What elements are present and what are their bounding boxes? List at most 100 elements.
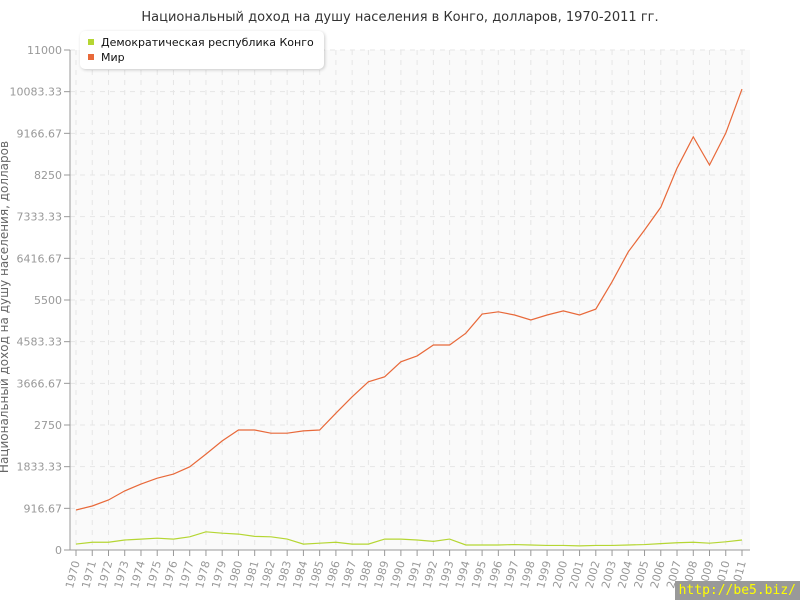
data-point <box>724 540 727 543</box>
data-point <box>432 344 435 347</box>
data-point <box>659 542 662 545</box>
y-tick-label: 4583.33 <box>17 336 63 349</box>
data-point <box>497 310 500 313</box>
data-point <box>286 432 289 435</box>
y-tick-label: 5500 <box>34 294 62 307</box>
data-point <box>578 314 581 317</box>
data-point <box>659 206 662 209</box>
data-point <box>91 541 94 544</box>
data-point <box>172 473 175 476</box>
data-point <box>643 229 646 232</box>
data-point <box>643 543 646 546</box>
data-point <box>139 538 142 541</box>
data-point <box>286 538 289 541</box>
data-point <box>107 541 110 544</box>
data-point <box>334 541 337 544</box>
data-point <box>627 250 630 253</box>
y-tick-label: 6416.67 <box>17 252 63 265</box>
data-point <box>464 332 467 335</box>
data-point <box>139 483 142 486</box>
data-point <box>75 543 78 546</box>
data-point <box>416 354 419 357</box>
data-point <box>741 539 744 542</box>
data-point <box>416 539 419 542</box>
data-point <box>204 530 207 533</box>
data-point <box>676 541 679 544</box>
data-point <box>237 533 240 536</box>
legend-item-world[interactable]: Мир <box>88 51 125 65</box>
data-point <box>383 375 386 378</box>
legend-item-congo[interactable]: Демократическая республика Конго <box>88 36 314 50</box>
data-point <box>334 412 337 415</box>
data-point <box>302 543 305 546</box>
legend: Демократическая республика Конго Мир <box>80 31 324 69</box>
data-point <box>562 309 565 312</box>
legend-label: Демократическая республика Конго <box>101 36 314 49</box>
legend-swatch <box>88 54 94 60</box>
y-tick-label: 10083.33 <box>10 86 63 99</box>
data-point <box>383 538 386 541</box>
y-tick-label: 0 <box>55 544 62 557</box>
data-point <box>546 544 549 547</box>
data-point <box>302 429 305 432</box>
data-point <box>448 344 451 347</box>
data-point <box>269 535 272 538</box>
data-point <box>513 314 516 317</box>
watermark[interactable]: http://be5.biz/ <box>674 581 800 600</box>
data-point <box>578 544 581 547</box>
data-point <box>529 544 532 547</box>
data-point <box>627 544 630 547</box>
data-point <box>724 132 727 135</box>
y-tick-label: 916.67 <box>24 502 63 515</box>
data-point <box>513 543 516 546</box>
data-point <box>594 544 597 547</box>
data-point <box>367 380 370 383</box>
data-point <box>432 540 435 543</box>
data-point <box>75 509 78 512</box>
data-point <box>464 544 467 547</box>
data-point <box>481 544 484 547</box>
data-point <box>562 544 565 547</box>
legend-label: Мир <box>101 51 125 64</box>
data-point <box>318 429 321 432</box>
data-point <box>237 429 240 432</box>
y-tick-label: 7333.33 <box>17 211 63 224</box>
data-point <box>253 535 256 538</box>
data-point <box>741 88 744 91</box>
data-point <box>188 535 191 538</box>
data-point <box>269 432 272 435</box>
data-point <box>692 135 695 138</box>
data-point <box>708 164 711 167</box>
data-point <box>692 541 695 544</box>
y-tick-label: 3666.67 <box>17 377 63 390</box>
data-point <box>221 532 224 535</box>
data-point <box>611 544 614 547</box>
data-point <box>253 429 256 432</box>
data-point <box>351 543 354 546</box>
data-point <box>188 465 191 468</box>
data-point <box>107 499 110 502</box>
data-point <box>497 544 500 547</box>
data-point <box>546 314 549 317</box>
series-line-0 <box>75 531 743 547</box>
data-point <box>156 477 159 480</box>
data-point <box>367 543 370 546</box>
y-tick-label: 2750 <box>34 419 62 432</box>
data-point <box>123 489 126 492</box>
y-tick-label: 11000 <box>27 44 62 57</box>
y-tick-label: 9166.67 <box>17 127 63 140</box>
y-tick-label: 8250 <box>34 169 62 182</box>
data-point <box>318 542 321 545</box>
data-point <box>529 319 532 322</box>
legend-swatch <box>88 39 94 45</box>
data-point <box>611 280 614 283</box>
data-point <box>399 360 402 363</box>
data-point <box>594 308 597 311</box>
data-point <box>172 538 175 541</box>
data-point <box>481 313 484 316</box>
chart-title: Национальный доход на душу населения в К… <box>141 10 659 25</box>
data-point <box>399 538 402 541</box>
data-point <box>123 539 126 542</box>
data-point <box>708 542 711 545</box>
